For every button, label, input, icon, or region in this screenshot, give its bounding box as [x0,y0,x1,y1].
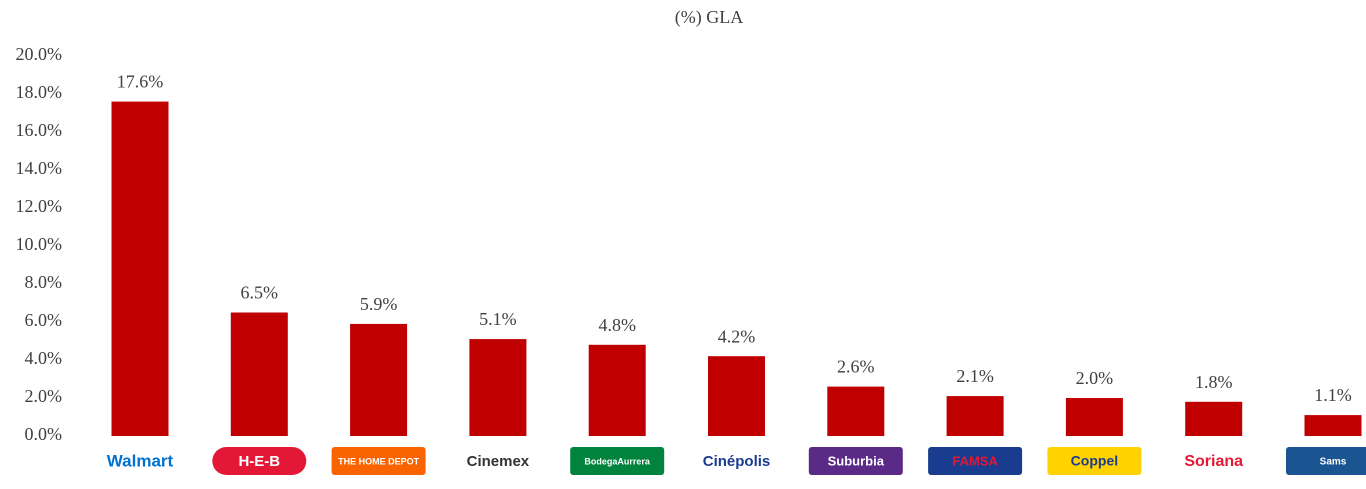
y-tick-label: 6.0% [25,310,63,330]
bar [350,323,408,436]
chart-title: (%) GLA [675,7,743,28]
bar [1304,415,1362,436]
value-label: 6.5% [241,283,279,303]
logo-background [331,447,426,475]
y-tick-label: 12.0% [16,196,63,216]
y-tick-label: 18.0% [16,82,63,102]
bar [230,312,288,436]
logo-background [1047,447,1142,475]
y-tick-label: 8.0% [25,272,63,292]
value-label: 5.9% [360,294,398,314]
y-tick-label: 14.0% [16,158,63,178]
logo-background [928,447,1023,475]
x-tick-label: Cinemex [467,453,530,470]
value-label: 1.1% [1314,385,1352,405]
bar [708,356,765,436]
x-tick-label: FAMSA [952,453,998,468]
x-tick-label: Coppel [1071,453,1118,469]
logo-background [212,447,307,475]
logo-background [808,447,903,475]
value-label: 1.8% [1195,372,1233,392]
bar [827,386,885,436]
logo-background [570,447,665,475]
value-label: 2.6% [837,357,875,377]
x-tick-label: Walmart [107,451,174,470]
y-tick-label: 10.0% [16,234,63,254]
x-tick-label: BodegaAurrera [584,456,651,466]
bar [469,339,527,436]
y-tick-label: 20.0% [16,44,63,64]
value-label: 2.0% [1076,368,1114,388]
value-label: 5.1% [479,309,517,329]
bar [588,344,646,436]
y-tick-label: 4.0% [25,348,63,368]
y-tick-label: 16.0% [16,120,63,140]
x-tick-label: Soriana [1184,453,1243,470]
value-label: 4.8% [598,315,636,335]
value-label: 17.6% [117,72,164,92]
logo-background [1286,447,1366,475]
bar [1185,401,1243,436]
bar [946,396,1004,436]
value-label: 2.1% [956,366,994,386]
x-tick-label: Cinépolis [703,453,771,470]
x-tick-label: Suburbia [828,453,885,468]
bar [1065,398,1123,436]
y-tick-label: 2.0% [25,386,63,406]
x-tick-label: H-E-B [238,453,280,470]
x-tick-label: THE HOME DEPOT [338,456,420,466]
bar [111,101,169,436]
x-tick-label: Sams [1320,457,1347,468]
y-tick-label: 0.0% [25,424,63,444]
value-label: 4.2% [718,326,756,346]
